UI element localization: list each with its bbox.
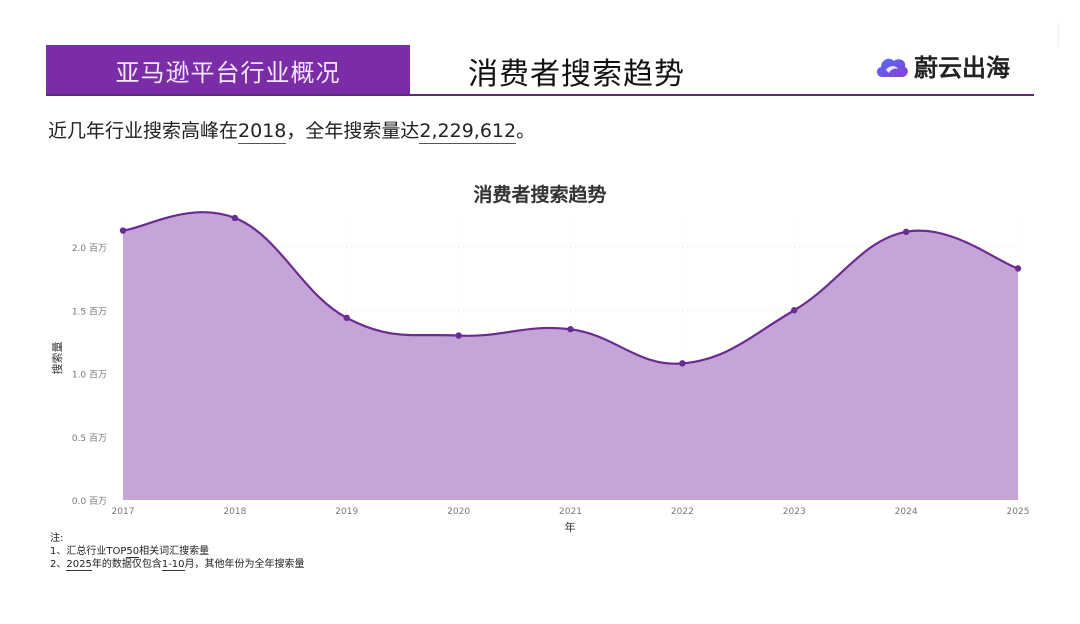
- note-1: 1、汇总行业TOP50相关词汇搜索量: [50, 546, 210, 558]
- data-point[interactable]: [455, 332, 462, 339]
- y-tick-label: 1.0 百万: [72, 370, 107, 381]
- brand-logo: 蔚云出海: [874, 48, 1010, 83]
- x-tick-label: 2017: [112, 507, 135, 517]
- area-fill: [123, 212, 1018, 500]
- x-tick-label: 2024: [895, 507, 918, 517]
- footnotes: 注: 1、汇总行业TOP50相关词汇搜索量 2、2025年的数据仅包含1-10月…: [50, 532, 305, 571]
- y-tick-label: 0.5 百万: [72, 433, 107, 444]
- summary-middle: ，全年搜索量达: [286, 120, 420, 142]
- cloud-logo-icon: [876, 58, 908, 77]
- summary-suffix: 。: [516, 120, 536, 142]
- data-point[interactable]: [791, 307, 798, 314]
- header-rule: [46, 94, 1034, 96]
- x-tick-label: 2020: [447, 507, 470, 517]
- peak-year: 2018: [238, 120, 287, 144]
- data-point[interactable]: [679, 360, 686, 367]
- x-tick-label: 2025: [1007, 507, 1030, 517]
- brand-name: 蔚云出海: [914, 54, 1010, 82]
- summary-prefix: 近几年行业搜索高峰在: [48, 120, 239, 142]
- data-point[interactable]: [1014, 265, 1022, 272]
- x-axis-label: 年: [565, 520, 576, 534]
- section-banner: 亚马逊平台行业概况: [46, 45, 410, 95]
- x-tick-label: 2023: [783, 507, 806, 517]
- chart-title: 消费者搜索趋势: [473, 184, 607, 206]
- slide-title: 消费者搜索趋势: [468, 57, 685, 92]
- summary-text: 近几年行业搜索高峰在2018，全年搜索量达2,229,612。: [48, 116, 536, 144]
- x-tick-label: 2021: [559, 507, 582, 517]
- divider: [1058, 22, 1059, 46]
- data-point[interactable]: [119, 227, 127, 234]
- section-label: 亚马逊平台行业概况: [115, 58, 341, 87]
- y-axis-label: 搜索量: [50, 342, 64, 375]
- peak-value: 2,229,612: [419, 120, 517, 144]
- y-tick-label: 2.0 百万: [72, 243, 107, 254]
- x-tick-label: 2022: [671, 507, 694, 517]
- y-tick-label: 1.5 百万: [72, 306, 107, 317]
- notes-heading: 注:: [50, 533, 64, 544]
- data-point[interactable]: [231, 214, 239, 222]
- x-tick-label: 2018: [223, 507, 246, 517]
- data-point[interactable]: [567, 326, 574, 333]
- data-point[interactable]: [343, 314, 350, 322]
- x-tick-label: 2019: [335, 507, 358, 517]
- y-tick-label: 0.0 百万: [72, 496, 107, 507]
- note-2: 2、2025年的数据仅包含1-10月，其他年份为全年搜索量: [50, 559, 305, 571]
- data-point[interactable]: [902, 228, 910, 236]
